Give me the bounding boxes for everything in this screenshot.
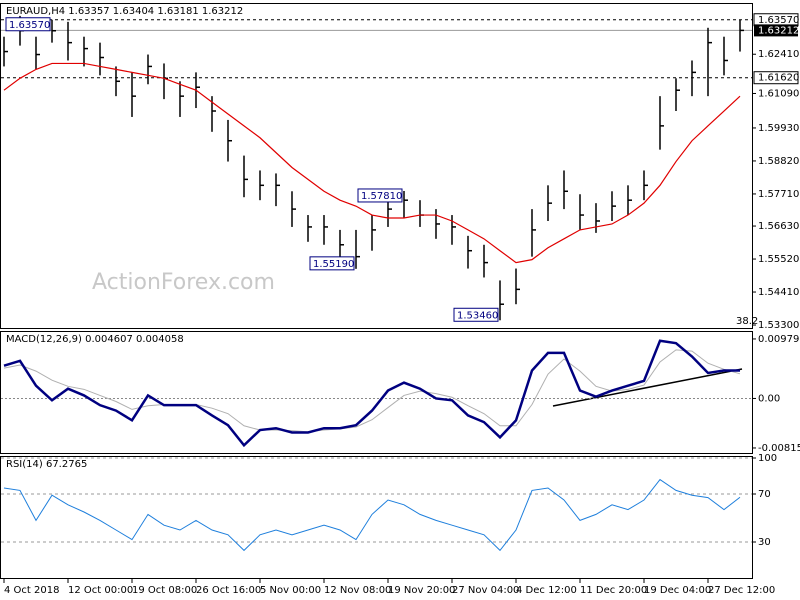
x-tick-label: 11 Dec 20:00 [580, 585, 647, 596]
signal-line [3, 349, 741, 433]
y-tick-label: 1.61090 [758, 88, 799, 99]
last-price-label: 1.63212 [758, 25, 799, 36]
annotation-label: 1.55190 [313, 259, 354, 270]
x-tick-label: 27 Dec 12:00 [708, 585, 775, 596]
macd-title: MACD(12,26,9) 0.004607 0.004058 [6, 334, 184, 345]
level-label: 1.63570 [758, 15, 799, 26]
price-title: EURAUD,H4 1.63357 1.63404 1.63181 1.6321… [6, 6, 243, 17]
y-tick-label: 1.59930 [758, 123, 799, 134]
y-tick-label: 70 [758, 489, 771, 500]
annotation-label: 1.57810 [361, 191, 402, 202]
level-label: 1.61620 [758, 73, 799, 84]
y-tick-label: 0.009797 [758, 334, 800, 345]
y-tick-label: 1.62410 [758, 49, 799, 60]
macd-line [3, 339, 741, 448]
moving-average [3, 62, 741, 264]
x-tick-label: 27 Nov 04:00 [452, 585, 519, 596]
y-tick-label: 30 [758, 537, 771, 548]
y-tick-label: -0.008152 [758, 443, 800, 454]
x-tick-label: 19 Nov 20:00 [388, 585, 455, 596]
y-tick-label: 1.54410 [758, 287, 799, 298]
annotation-label: 1.53460 [457, 310, 498, 321]
macd-pane [0, 331, 753, 454]
x-tick-label: 12 Nov 08:00 [324, 585, 391, 596]
annotation-box [309, 256, 355, 271]
y-tick-label: 100 [758, 453, 777, 464]
x-tick-label: 12 Oct 00:00 [68, 585, 133, 596]
annotation-label: 1.63570 [9, 20, 50, 31]
watermark: ActionForex.com [92, 270, 275, 295]
last-price-box [754, 24, 798, 37]
x-tick-label: 4 Dec 12:00 [516, 585, 577, 596]
x-tick-label: 19 Dec 04:00 [644, 585, 711, 596]
x-tick-label: 5 Nov 00:00 [260, 585, 321, 596]
annotation-box [5, 17, 51, 32]
y-tick-label: 1.57710 [758, 189, 799, 200]
x-tick-label: 26 Oct 16:00 [196, 585, 261, 596]
rsi-line [3, 478, 741, 552]
level-box [753, 71, 799, 85]
annotation-box [357, 188, 403, 203]
price-pane [0, 3, 753, 329]
x-tick-label: 19 Oct 08:00 [132, 585, 197, 596]
trendline [552, 368, 743, 407]
y-tick-label: 1.55520 [758, 254, 799, 265]
annotation-box [453, 307, 499, 322]
y-tick-label: 1.53300 [758, 320, 799, 331]
y-tick-label: 1.56630 [758, 221, 799, 232]
y-tick-label: 0.00 [758, 393, 780, 404]
fib-label: 38.2 [736, 316, 758, 327]
rsi-title: RSI(14) 67.2765 [6, 459, 87, 470]
x-tick-label: 4 Oct 2018 [4, 585, 59, 596]
y-tick-label: 1.58820 [758, 156, 799, 167]
rsi-pane [0, 456, 753, 579]
